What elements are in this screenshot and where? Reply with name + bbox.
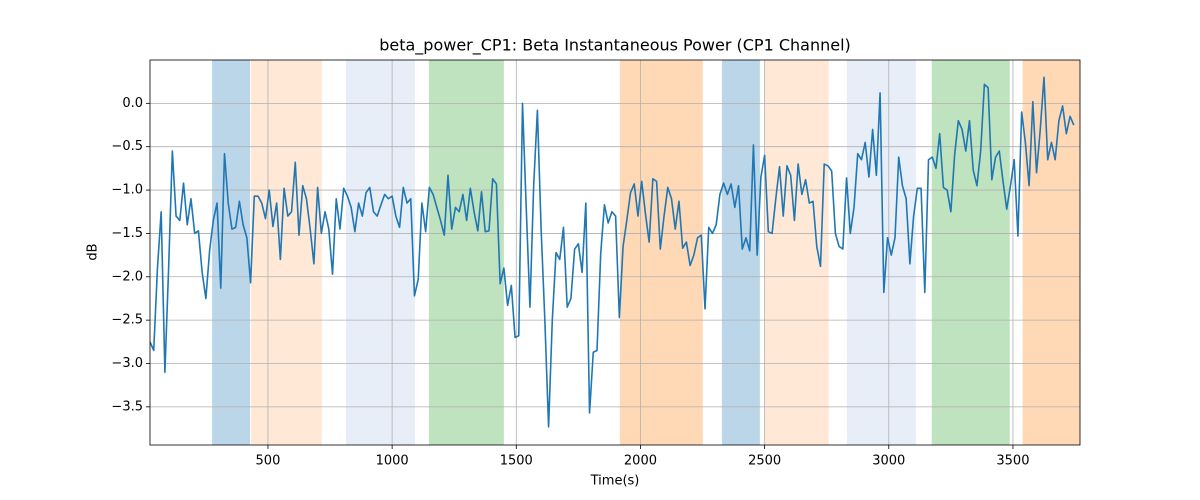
- shaded-band: [212, 60, 251, 445]
- x-tick-label: 2500: [748, 454, 781, 469]
- shaded-band: [721, 60, 760, 445]
- plot-frame: [149, 59, 1081, 446]
- shaded-band: [764, 60, 829, 445]
- x-tick-label: 3000: [872, 454, 905, 469]
- ticks: 500 1000 1500 2000 2500 3000 3500 0.0 −0.5 −1.0 −1…: [111, 96, 1029, 469]
- data-line: [150, 76, 1075, 428]
- y-tick-label: −2.5: [111, 313, 143, 328]
- grid: [150, 60, 1080, 445]
- x-axis-label: Time(s): [590, 474, 640, 489]
- bands: [212, 60, 1080, 445]
- shaded-band: [619, 60, 703, 445]
- y-tick-label: −0.5: [111, 139, 143, 154]
- x-tick-label: 500: [256, 454, 281, 469]
- y-tick-label: −1.5: [111, 226, 143, 241]
- y-tick-label: −3.0: [111, 356, 143, 371]
- x-tick-label: 3500: [996, 454, 1029, 469]
- shaded-band: [251, 60, 322, 445]
- series: [150, 76, 1075, 428]
- y-tick-label: −1.0: [111, 183, 143, 198]
- x-tick-label: 1500: [500, 454, 533, 469]
- x-tick-label: 2000: [624, 454, 657, 469]
- y-tick-label: 0.0: [122, 96, 143, 111]
- shaded-band: [428, 60, 504, 445]
- y-axis-label: dB: [86, 243, 101, 260]
- y-tick-label: −2.0: [111, 269, 143, 284]
- shaded-band: [345, 60, 415, 445]
- chart-title: beta_power_CP1: Beta Instantaneous Power…: [379, 36, 851, 56]
- x-tick-label: 1000: [376, 454, 409, 469]
- shaded-band: [931, 60, 1010, 445]
- y-tick-label: −3.5: [111, 399, 143, 414]
